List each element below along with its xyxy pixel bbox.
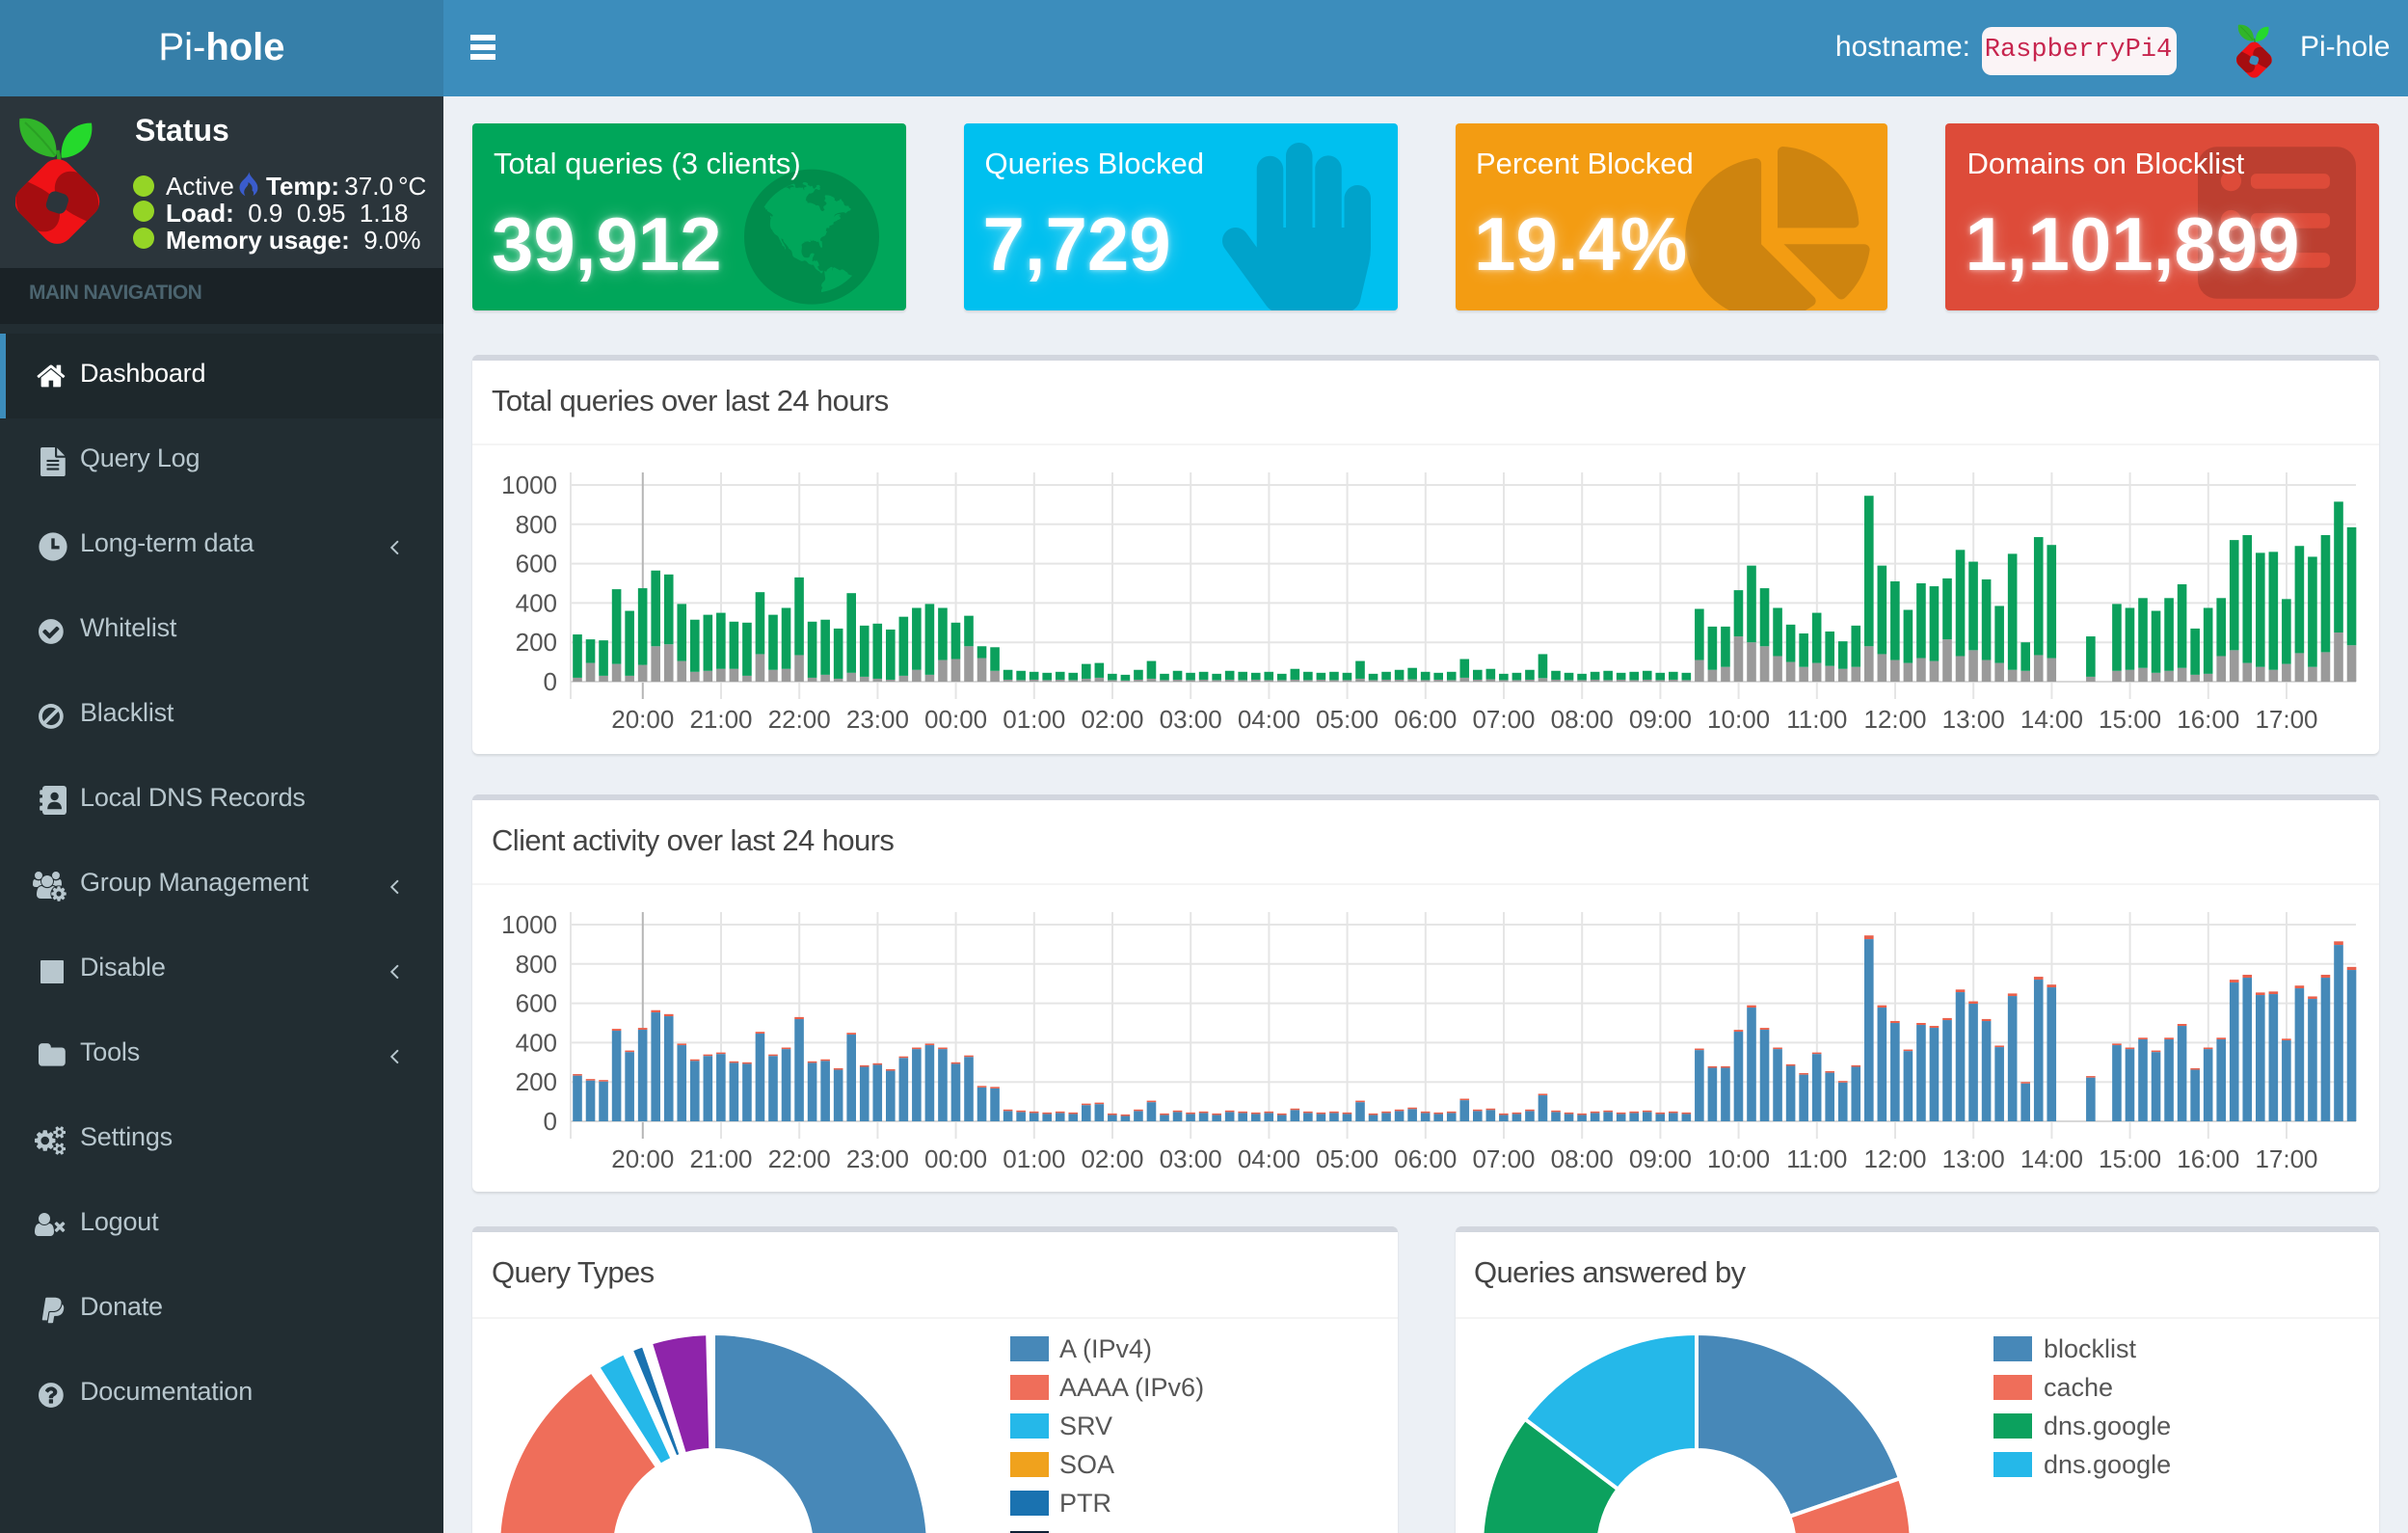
svg-text:0: 0 [544, 667, 557, 696]
svg-text:06:00: 06:00 [1394, 1143, 1457, 1172]
svg-text:200: 200 [516, 1066, 557, 1095]
svg-text:04:00: 04:00 [1238, 1143, 1300, 1172]
svg-text:600: 600 [516, 550, 557, 578]
svg-text:05:00: 05:00 [1316, 1143, 1378, 1172]
svg-text:09:00: 09:00 [1629, 705, 1692, 734]
svg-text:600: 600 [516, 988, 557, 1017]
svg-text:17:00: 17:00 [2255, 705, 2317, 734]
svg-text:14:00: 14:00 [2020, 705, 2083, 734]
svg-text:03:00: 03:00 [1160, 1143, 1222, 1172]
svg-text:11:00: 11:00 [1786, 705, 1847, 734]
svg-text:10:00: 10:00 [1707, 705, 1770, 734]
svg-text:01:00: 01:00 [1003, 705, 1065, 734]
svg-text:20:00: 20:00 [611, 705, 674, 734]
svg-text:14:00: 14:00 [2020, 1143, 2083, 1172]
svg-text:04:00: 04:00 [1238, 705, 1300, 734]
svg-text:800: 800 [516, 949, 557, 978]
svg-text:07:00: 07:00 [1472, 1143, 1535, 1172]
svg-text:17:00: 17:00 [2255, 1143, 2317, 1172]
svg-text:22:00: 22:00 [768, 705, 831, 734]
svg-text:08:00: 08:00 [1551, 1143, 1614, 1172]
svg-text:23:00: 23:00 [846, 1143, 909, 1172]
svg-text:01:00: 01:00 [1003, 1143, 1065, 1172]
svg-text:20:00: 20:00 [611, 1143, 674, 1172]
svg-text:16:00: 16:00 [2177, 1143, 2239, 1172]
svg-text:200: 200 [516, 628, 557, 657]
svg-text:07:00: 07:00 [1472, 705, 1535, 734]
svg-text:13:00: 13:00 [1942, 705, 2005, 734]
svg-text:16:00: 16:00 [2177, 705, 2239, 734]
svg-text:1000: 1000 [501, 909, 557, 938]
svg-text:0: 0 [544, 1106, 557, 1135]
svg-text:22:00: 22:00 [768, 1143, 831, 1172]
svg-text:15:00: 15:00 [2099, 1143, 2161, 1172]
svg-text:09:00: 09:00 [1629, 1143, 1692, 1172]
svg-text:23:00: 23:00 [846, 705, 909, 734]
svg-text:08:00: 08:00 [1551, 705, 1614, 734]
svg-text:12:00: 12:00 [1863, 1143, 1926, 1172]
svg-text:00:00: 00:00 [924, 1143, 987, 1172]
svg-text:400: 400 [516, 588, 557, 617]
svg-text:1000: 1000 [501, 471, 557, 499]
svg-text:21:00: 21:00 [689, 1143, 752, 1172]
svg-text:15:00: 15:00 [2099, 705, 2161, 734]
svg-text:02:00: 02:00 [1081, 1143, 1143, 1172]
svg-text:00:00: 00:00 [924, 705, 987, 734]
svg-text:06:00: 06:00 [1394, 705, 1457, 734]
svg-text:10:00: 10:00 [1707, 1143, 1770, 1172]
svg-text:21:00: 21:00 [689, 705, 752, 734]
svg-text:03:00: 03:00 [1160, 705, 1222, 734]
svg-text:800: 800 [516, 510, 557, 539]
svg-text:400: 400 [516, 1027, 557, 1056]
svg-text:12:00: 12:00 [1863, 705, 1926, 734]
svg-text:11:00: 11:00 [1786, 1143, 1847, 1172]
svg-text:13:00: 13:00 [1942, 1143, 2005, 1172]
svg-text:05:00: 05:00 [1316, 705, 1378, 734]
svg-text:02:00: 02:00 [1081, 705, 1143, 734]
